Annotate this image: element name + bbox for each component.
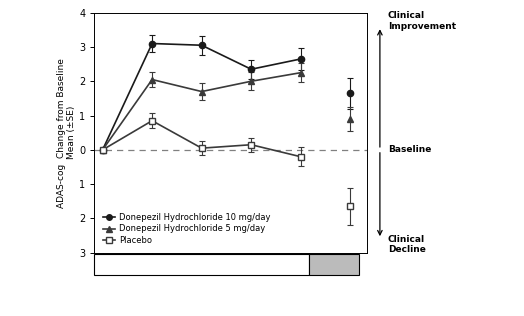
Text: Clinical
Improvement: Clinical Improvement [388,11,456,31]
Y-axis label: ADAS-cog  Change from Baseline
Mean (±SE): ADAS-cog Change from Baseline Mean (±SE) [57,58,77,208]
Legend: Donepezil Hydrochloride 10 mg/day, Donepezil Hydrochloride 5 mg/day, Placebo: Donepezil Hydrochloride 10 mg/day, Donep… [101,212,272,246]
Text: Placebo: Placebo [311,260,357,270]
Text: Baseline: Baseline [388,145,431,155]
Text: Weeks of Drug Treatment: Weeks of Drug Treatment [126,260,277,270]
Text: Clinical
Decline: Clinical Decline [388,234,425,254]
